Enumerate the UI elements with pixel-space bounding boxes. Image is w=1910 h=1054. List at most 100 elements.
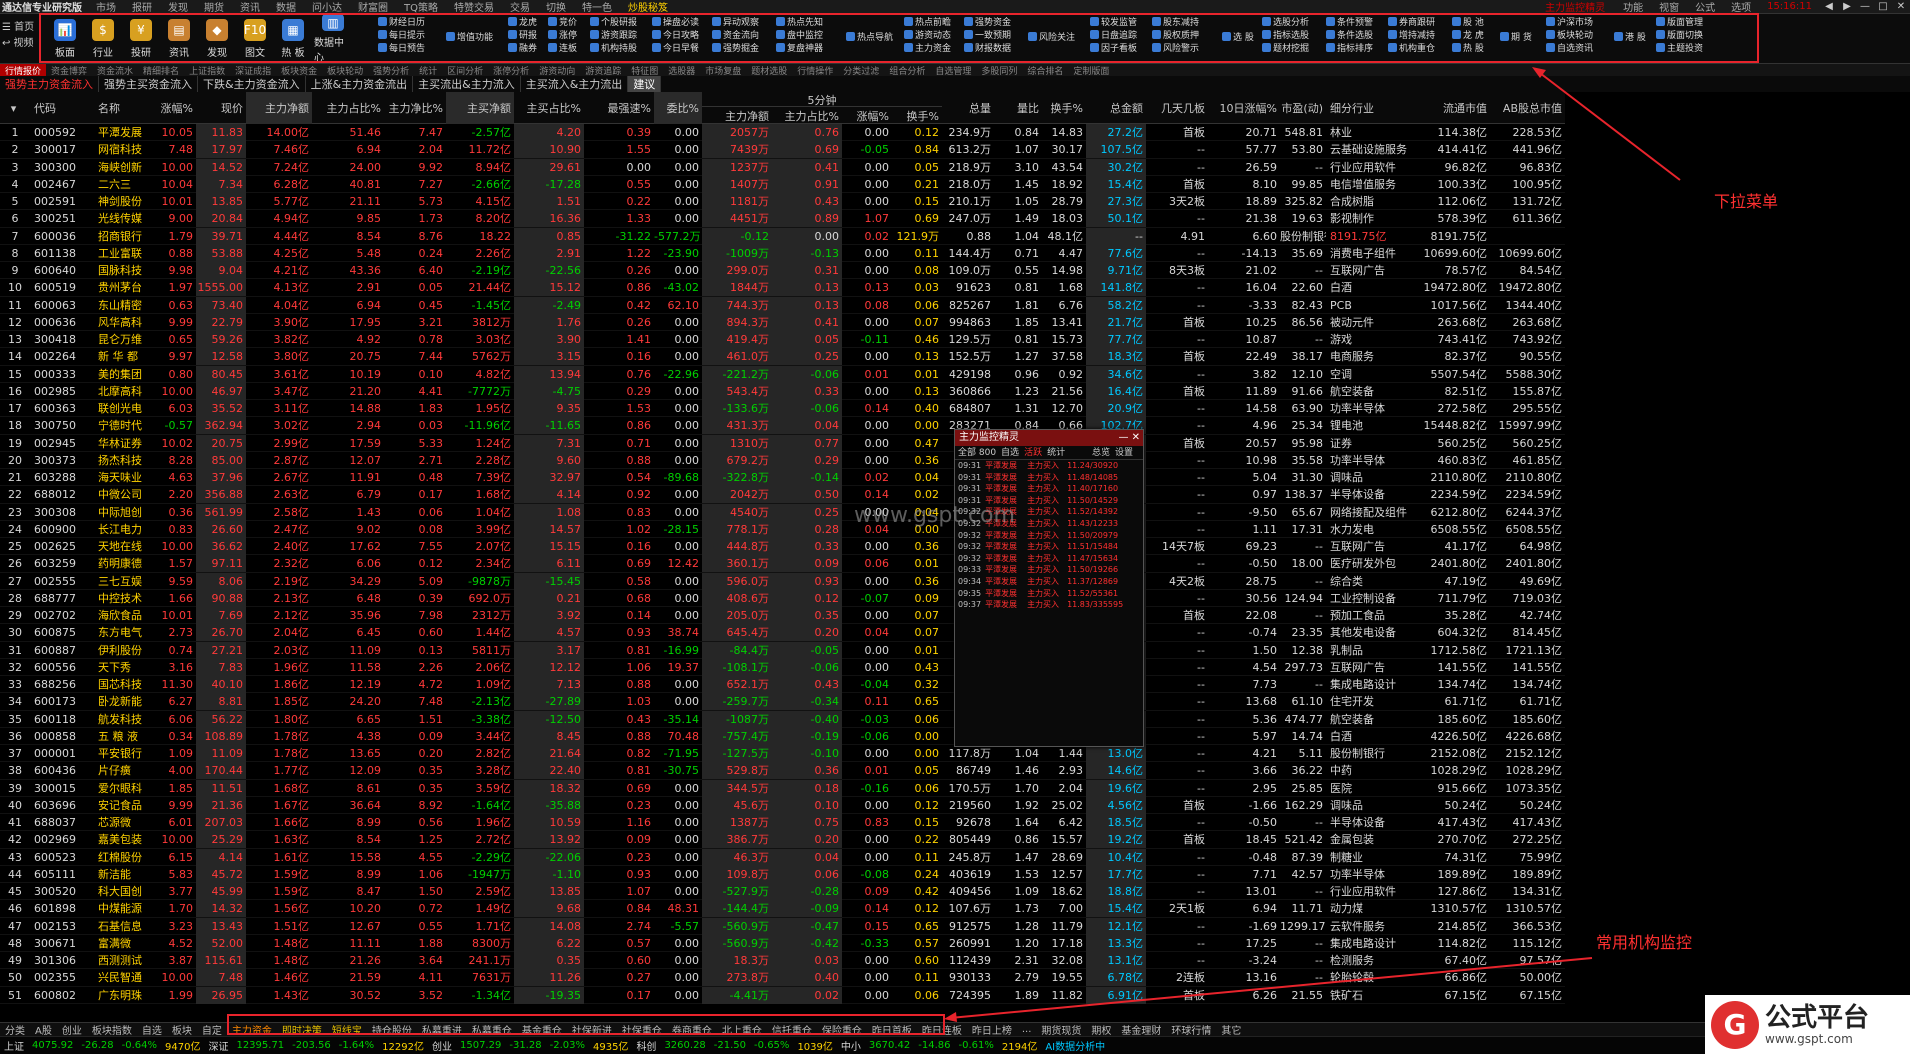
table-row[interactable]: 44 605111 新洁能 5.83 45.72 1.59亿 8.99 1.06 -1947万 -… bbox=[0, 865, 1565, 883]
table-row[interactable]: 32 600556 天下秀 3.16 7.83 1.96亿 11.58 2.26 2.06亿 12… bbox=[0, 658, 1565, 676]
toolbar-group-item[interactable]: 机构重仓 bbox=[1388, 43, 1435, 56]
sub-menu-item[interactable]: 题材选股 bbox=[751, 66, 788, 77]
table-row[interactable]: 21 603288 海天味业 4.63 37.96 2.67亿 11.91 0.48 7.39亿… bbox=[0, 469, 1565, 487]
toolbar-group-item[interactable]: 因子看板 bbox=[1090, 43, 1137, 56]
toolbar-group-item[interactable]: 财报数据 bbox=[964, 43, 1011, 56]
table-row[interactable]: 39 300015 爱尔眼科 1.85 11.51 1.68亿 8.61 0.35 3.59亿 1… bbox=[0, 779, 1565, 797]
table-row[interactable]: 20 300373 扬杰科技 8.28 85.00 2.87亿 12.07 2.71 2.28亿… bbox=[0, 451, 1565, 469]
popup-tab[interactable]: 全部 800 bbox=[958, 448, 997, 458]
bottom-tab[interactable]: 创业 bbox=[61, 1026, 82, 1036]
toolbar-group-item[interactable]: 研报 bbox=[508, 30, 537, 43]
popup-list-item[interactable]: 09:32 平潭发展 主力买入 11.52/14392 bbox=[958, 506, 1143, 518]
popup-right-tab[interactable]: 总览 bbox=[1091, 448, 1110, 458]
table-row[interactable]: 38 600436 片仔癀 4.00 170.44 1.77亿 12.09 0.35 3.28亿… bbox=[0, 762, 1565, 780]
toolbar-group-item[interactable]: 期 货 bbox=[1500, 32, 1532, 45]
table-row[interactable]: 42 002969 嘉美包装 10.00 25.29 1.63亿 8.54 1.25 2.72亿… bbox=[0, 831, 1565, 849]
table-row[interactable]: 10 600519 贵州茅台 1.97 1555.00 4.13亿 2.91 0.05 21.4… bbox=[0, 279, 1565, 297]
bottom-tab[interactable]: 私募重进 bbox=[421, 1026, 462, 1036]
table-row[interactable]: 9 600640 国脉科技 9.98 9.04 4.21亿 43.36 6.40 -2.19亿 -… bbox=[0, 262, 1565, 280]
toolbar-button[interactable]: ◆ 发现 bbox=[198, 14, 236, 64]
filter-tab[interactable]: 下跌&主力资金流入 bbox=[198, 76, 306, 92]
column-header[interactable]: 几天几板 bbox=[1161, 102, 1205, 115]
column-header[interactable]: 主买占比% bbox=[526, 102, 581, 115]
toolbar-group-item[interactable]: 主力资金 bbox=[904, 43, 951, 56]
popup-title-bar[interactable]: 主力监控精灵 — ✕ bbox=[955, 430, 1143, 446]
toolbar-group-item[interactable]: 港 股 bbox=[1614, 32, 1646, 45]
column-header[interactable]: 市盈(动) bbox=[1281, 102, 1323, 115]
sub-menu-item[interactable]: 资金博弈 bbox=[51, 66, 88, 77]
popup-list-item[interactable]: 09:33 平潭发展 主力买入 11.50/19266 bbox=[958, 564, 1143, 576]
toolbar-group-item[interactable]: 一致预期 bbox=[964, 30, 1011, 43]
menu-item[interactable]: 交易 bbox=[509, 3, 530, 14]
popup-right-tab[interactable]: 设置 bbox=[1114, 448, 1133, 458]
sub-menu-item[interactable]: 行情报价 bbox=[0, 64, 47, 76]
table-row[interactable]: 34 600173 卧龙新能 6.27 8.81 1.85亿 24.20 7.48 -2.13亿… bbox=[0, 693, 1565, 711]
bottom-tab[interactable]: 短线宝 bbox=[331, 1026, 362, 1036]
sub-menu-item[interactable]: 资金流水 bbox=[97, 66, 134, 77]
toolbar-group-item[interactable]: 股 池 bbox=[1452, 17, 1484, 30]
bottom-tab[interactable]: ... bbox=[1021, 1024, 1032, 1035]
sub-menu-item[interactable]: 上证指数 bbox=[189, 66, 226, 77]
column-header[interactable]: 细分行业 bbox=[1330, 102, 1374, 115]
toolbar-group-item[interactable]: 指标排序 bbox=[1326, 43, 1373, 56]
table-row[interactable]: 24 600900 长江电力 0.83 26.60 2.47亿 9.02 0.08 3.99亿 1… bbox=[0, 520, 1565, 538]
bottom-tab[interactable]: 自定 bbox=[201, 1026, 222, 1036]
toolbar-group-item[interactable]: 股权质押 bbox=[1152, 30, 1199, 43]
menu-item[interactable]: 报研 bbox=[132, 3, 152, 14]
bottom-tab[interactable]: 社保重仓 bbox=[621, 1026, 662, 1036]
table-row[interactable]: 47 002153 石基信息 3.23 13.43 1.51亿 12.67 0.55 1.71亿… bbox=[0, 917, 1565, 935]
table-row[interactable]: 40 603696 安记食品 9.99 21.36 1.67亿 36.64 8.92 -1.64… bbox=[0, 796, 1565, 814]
sub-menu-item[interactable]: 区间分析 bbox=[447, 66, 484, 77]
column-header[interactable]: 主力净比% bbox=[388, 102, 443, 115]
popup-list-item[interactable]: 09:34 平潭发展 主力买入 11.37/12869 bbox=[958, 576, 1143, 588]
menu-item[interactable]: 财富圈 bbox=[358, 3, 388, 14]
toolbar-group-item[interactable]: 增值功能 bbox=[446, 32, 493, 45]
sub-menu-item[interactable]: 游资动向 bbox=[539, 66, 576, 77]
table-row[interactable]: 41 688037 芯源微 6.01 207.03 1.66亿 8.99 0.56 1.96亿 1… bbox=[0, 814, 1565, 832]
toolbar-group-item[interactable]: 今日攻略 bbox=[652, 30, 699, 43]
toolbar-group-item[interactable]: 日盘追踪 bbox=[1090, 30, 1137, 43]
toolbar-group-item[interactable]: 条件预警 bbox=[1326, 17, 1373, 30]
toolbar-group-item[interactable]: 强势掘金 bbox=[712, 43, 759, 56]
bottom-tab[interactable]: 昨日首板 bbox=[871, 1026, 912, 1036]
filter-tab[interactable]: 强势主力资金流入 bbox=[0, 76, 99, 92]
sub-menu-item[interactable]: 综合排名 bbox=[1027, 66, 1064, 77]
window-control-icon[interactable]: ◀ bbox=[1825, 1, 1833, 12]
menu-item[interactable]: 切换 bbox=[545, 3, 566, 14]
table-row[interactable]: 46 601898 中煤能源 1.70 14.32 1.56亿 10.20 0.72 1.49亿… bbox=[0, 900, 1565, 918]
toolbar-group-item[interactable]: 竞价 bbox=[548, 17, 577, 30]
column-header[interactable]: 总金额 bbox=[1110, 102, 1143, 115]
toolbar-group-item[interactable]: 指标选股 bbox=[1262, 30, 1309, 43]
table-row[interactable]: 43 600523 红棉股份 6.15 4.14 1.61亿 15.58 4.55 -2.29亿… bbox=[0, 848, 1565, 866]
bottom-tab[interactable]: 私募重仓 bbox=[471, 1026, 512, 1036]
table-row[interactable]: 22 688012 中微公司 2.20 356.88 2.63亿 6.79 0.17 1.68亿… bbox=[0, 486, 1565, 504]
toolbar-button[interactable]: $ 行业 bbox=[84, 14, 122, 64]
table-row[interactable]: 3 300300 海峡创新 10.00 14.52 7.24亿 24.00 9.92 8.94亿… bbox=[0, 158, 1565, 176]
toolbar-group-item[interactable]: 今日早餐 bbox=[652, 43, 699, 56]
column-header[interactable]: 流通市值 bbox=[1443, 102, 1487, 115]
menu-item[interactable]: 期货 bbox=[204, 3, 224, 14]
table-row[interactable]: 29 002702 海欣食品 10.01 7.69 2.12亿 35.96 7.98 2312万… bbox=[0, 607, 1565, 625]
bottom-tab[interactable]: 信托重仓 bbox=[771, 1026, 812, 1036]
toolbar-button[interactable]: ▥ 数据中心 bbox=[314, 14, 352, 64]
monitor-link[interactable]: 主力监控精灵 bbox=[1545, 3, 1606, 14]
table-row[interactable]: 16 002985 北摩高科 10.00 46.97 3.47亿 21.20 4.41 -777… bbox=[0, 382, 1565, 400]
sub-menu-item[interactable]: 自选管理 bbox=[935, 66, 972, 77]
filter-tab[interactable]: 强势主买资金流入 bbox=[99, 76, 198, 92]
toolbar-group-item[interactable]: 涨停 bbox=[548, 30, 577, 43]
toolbar-group-item[interactable]: 股东减持 bbox=[1152, 17, 1199, 30]
menu-item[interactable]: 市场 bbox=[96, 3, 116, 14]
sub-menu-item[interactable]: 选股器 bbox=[668, 66, 696, 77]
popup-tab[interactable]: 活跃 bbox=[1024, 448, 1043, 458]
column-header[interactable]: 最强速% bbox=[607, 102, 651, 115]
toolbar-group-item[interactable]: 热点前瞻 bbox=[904, 17, 951, 30]
toolbar-group-item[interactable]: 版面管理 bbox=[1656, 17, 1703, 30]
table-row[interactable]: 49 301306 西测测试 3.87 115.61 1.48亿 21.26 3.64 241.… bbox=[0, 952, 1565, 970]
bottom-tab[interactable]: 分类 bbox=[5, 1026, 25, 1036]
sub-menu-item[interactable]: 市场复盘 bbox=[705, 66, 742, 77]
toolbar-group-item[interactable]: 龙 虎 bbox=[1452, 30, 1484, 43]
window-control-icon[interactable]: □ bbox=[1878, 1, 1888, 12]
table-row[interactable]: 12 000636 风华高科 9.99 22.79 3.90亿 17.95 3.21 3812万… bbox=[0, 313, 1565, 331]
table-row[interactable]: 13 300418 昆仑万维 0.65 59.26 3.82亿 4.92 0.78 3.03亿 3… bbox=[0, 331, 1565, 349]
toolbar-group-item[interactable]: 游资动态 bbox=[904, 30, 951, 43]
